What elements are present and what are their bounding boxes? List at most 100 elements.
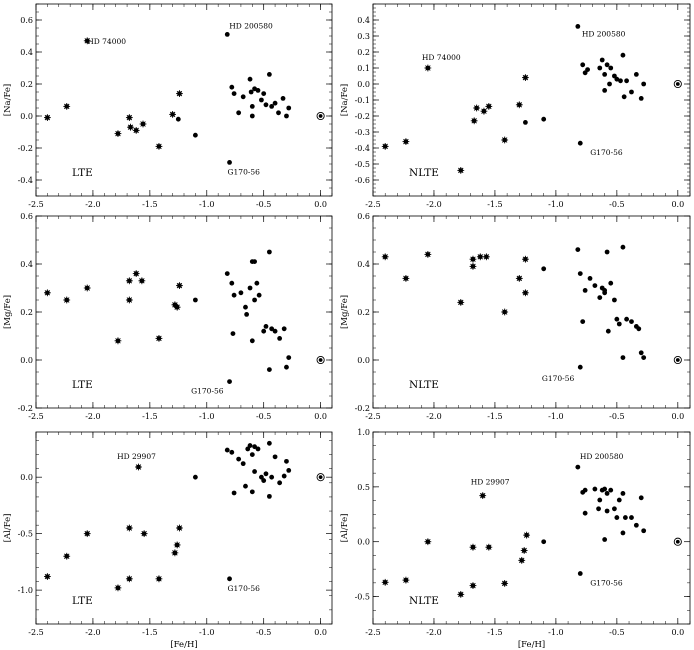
data-point-sun — [673, 355, 682, 365]
data-point-starred — [176, 524, 183, 532]
panel-4-nlte-mgfe: -2.5 -2.0 -1.5 -1.0 -0.5 0.0 -0.2 0.0 0.2 0.4 0.6 [… — [340, 212, 691, 421]
data-point-dot — [597, 497, 603, 503]
data-point-starred — [476, 253, 484, 261]
data-point-starred — [522, 74, 529, 81]
y-tick-label: 0.6 — [20, 212, 33, 221]
data-point-dot — [243, 304, 248, 310]
data-point-dot — [229, 449, 235, 455]
marker-core — [115, 131, 121, 136]
x-tick-label: -2.5 — [365, 628, 380, 637]
data-point-starred — [135, 463, 142, 471]
y-tick-label: -1.0 — [18, 586, 33, 595]
sun-core — [318, 358, 323, 362]
marker-core — [133, 128, 139, 133]
data-point-dot — [592, 486, 598, 492]
data-point-dot — [585, 67, 590, 72]
y-tick-label: 0.3 — [357, 32, 370, 41]
data-point-dot — [614, 76, 620, 82]
data-point-dot — [599, 57, 605, 63]
marker-core — [156, 336, 162, 341]
annotation-label: G170-56 — [191, 387, 224, 396]
marker-core — [133, 271, 139, 276]
data-point-dot — [638, 495, 644, 501]
data-point-dot — [281, 326, 287, 332]
panel-1-lte-nafe: -2.5 -2.0 -1.5 -1.0 -0.5 0.0 -0.4 -0.2 0.0 0.2 0.4… — [3, 3, 333, 209]
data-point-starred — [515, 275, 523, 282]
marker-core — [477, 254, 483, 260]
data-point-dot — [266, 72, 272, 77]
data-point-starred — [125, 575, 133, 583]
x-tick-label: -2.0 — [85, 412, 100, 421]
annotation-label: HD 74000 — [87, 37, 126, 46]
marker-core — [523, 256, 528, 262]
marker-core — [84, 531, 90, 536]
annotation-label: G170-56 — [590, 148, 623, 157]
x-tick-label: -0.5 — [609, 628, 624, 637]
data-point-dot — [592, 283, 598, 288]
annotation-label: G170-56 — [590, 579, 623, 588]
marker-core — [521, 548, 527, 553]
data-point-dot — [243, 483, 248, 489]
data-point-dot — [230, 331, 236, 336]
marker-core — [470, 544, 476, 550]
annotation-label: HD 29907 — [471, 478, 510, 487]
marker-core — [64, 297, 70, 303]
data-point-dot — [259, 97, 264, 103]
data-point-starred — [522, 289, 529, 297]
data-point-dot — [641, 81, 647, 87]
data-point-starred — [83, 37, 91, 45]
data-point-sun — [316, 111, 325, 121]
x-tick-label: -0.5 — [256, 200, 271, 209]
data-point-starred — [424, 64, 432, 72]
y-tick-label: -0.5 — [18, 530, 33, 539]
y-tick-label: -0.2 — [355, 112, 370, 121]
data-point-starred — [501, 308, 509, 316]
annotation-label: G170-56 — [228, 584, 261, 593]
marker-core — [474, 105, 479, 111]
data-point-dot — [266, 440, 272, 446]
data-point-dot — [238, 290, 244, 296]
data-point-dot — [277, 336, 283, 341]
data-point-dot — [621, 94, 627, 100]
marker-core — [45, 115, 50, 120]
panel-label: NLTE — [409, 167, 439, 179]
data-point-dot — [192, 132, 198, 138]
y-tick-label: -0.3 — [355, 128, 370, 137]
data-point-dot — [577, 140, 583, 146]
data-point-dot — [614, 515, 620, 520]
data-point-starred — [479, 492, 487, 500]
x-tick-label: -2.5 — [28, 412, 43, 421]
data-point-dot — [575, 464, 581, 470]
marker-core — [425, 65, 431, 71]
data-point-dot — [577, 364, 583, 370]
data-point-dot — [604, 249, 610, 255]
data-point-dot — [247, 285, 253, 291]
data-point-starred — [83, 530, 91, 538]
x-tick-label: -1.0 — [548, 412, 563, 421]
data-point-dot — [641, 355, 647, 360]
marker-core — [502, 309, 507, 315]
data-point-dot — [608, 280, 614, 286]
y-tick-label: 0.4 — [357, 260, 370, 269]
x-tick-label: -1.0 — [548, 628, 563, 637]
panel-label: LTE — [72, 379, 93, 391]
data-point-dot — [272, 454, 278, 460]
panel-label: NLTE — [409, 379, 439, 391]
marker-core — [139, 278, 145, 284]
y-tick-label: -0.2 — [18, 404, 33, 413]
y-tick-label: 0.4 — [357, 16, 370, 25]
marker-core — [523, 290, 528, 296]
data-point-starred — [125, 114, 133, 121]
annotation-label: HD 74000 — [422, 53, 461, 62]
data-point-dot — [224, 32, 230, 37]
marker-core — [136, 464, 141, 470]
data-point-dot — [582, 510, 588, 516]
y-tick-label: 0.1 — [357, 64, 370, 73]
marker-core — [502, 137, 507, 143]
marker-core — [471, 118, 477, 124]
y-tick-label: 0.2 — [357, 48, 370, 57]
marker-core — [484, 254, 489, 260]
marker-core — [172, 550, 178, 556]
data-point-dot — [620, 530, 626, 536]
data-point-dot — [602, 88, 608, 93]
